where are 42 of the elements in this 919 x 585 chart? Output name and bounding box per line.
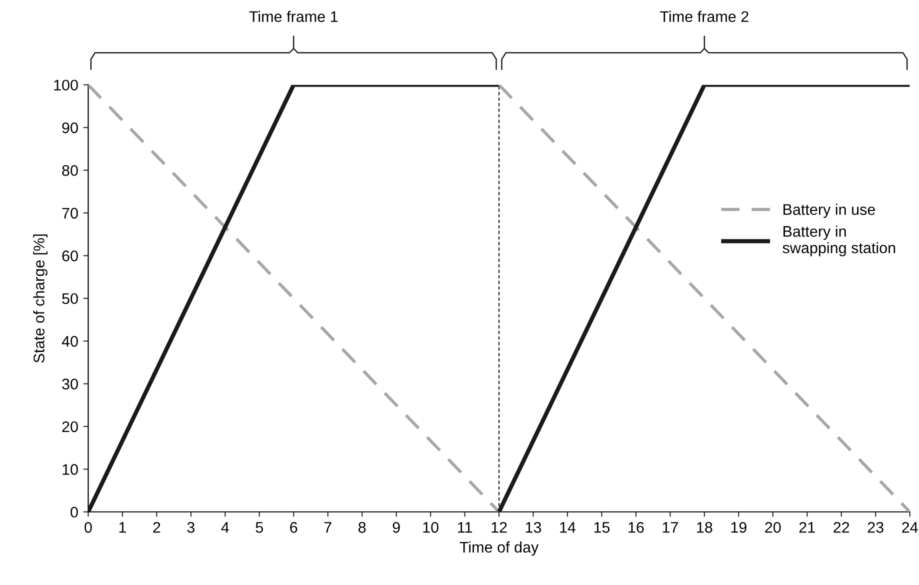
x-tick-label: 24 (902, 522, 918, 533)
x-tick-label: 23 (868, 522, 884, 533)
x-tick-label: 1 (119, 522, 126, 533)
x-tick-label: 19 (731, 522, 746, 533)
x-tick-label: 22 (834, 522, 850, 533)
text: Time frame 1 (249, 10, 338, 22)
x-tick-label: 11 (458, 522, 472, 533)
y-tick-label: 40 (62, 336, 78, 347)
x-tick-label: 17 (662, 522, 678, 533)
x-tick-label: 9 (392, 522, 400, 533)
x-tick-label: 18 (697, 522, 712, 533)
y-tick-label: 60 (62, 250, 78, 262)
x-tick-label: 12 (492, 522, 507, 533)
x-tick-label: 15 (594, 522, 610, 533)
y-axis-title: State of charge [%] (33, 234, 48, 363)
y-tick-label: 20 (62, 421, 78, 432)
x-tick-label: 16 (628, 522, 644, 533)
legend-label: Battery in use (784, 204, 875, 218)
x-tick-label: 8 (358, 522, 366, 533)
x-tick-label: 4 (221, 522, 229, 533)
x-tick-label: 6 (290, 522, 298, 533)
x-tick-label: 7 (324, 522, 332, 533)
x-axis-title: Time of day (460, 541, 539, 556)
legend-label: Battery in swapping station (782, 226, 896, 256)
y-tick-label: 10 (62, 464, 78, 475)
x-tick-label: 13 (526, 522, 542, 533)
x-tick-label: 3 (187, 522, 194, 533)
x-tick-label: 10 (423, 522, 438, 533)
x-tick-label: 0 (84, 522, 92, 533)
y-tick-label: 0 (70, 506, 78, 518)
y-tick-label: 50 (62, 293, 78, 304)
x-tick-label: 2 (153, 522, 160, 533)
text: Time frame 2 (660, 10, 748, 22)
y-tick-label: 80 (62, 165, 78, 176)
x-tick-label: 5 (256, 522, 263, 533)
x-tick-label: 14 (560, 522, 576, 533)
y-tick-label: 90 (62, 122, 78, 134)
y-tick-label: 100 (54, 80, 78, 91)
x-tick-label: 20 (765, 522, 781, 533)
y-tick-label: 30 (62, 378, 78, 390)
x-tick-label: 21 (799, 522, 815, 533)
y-tick-label: 70 (62, 208, 78, 219)
